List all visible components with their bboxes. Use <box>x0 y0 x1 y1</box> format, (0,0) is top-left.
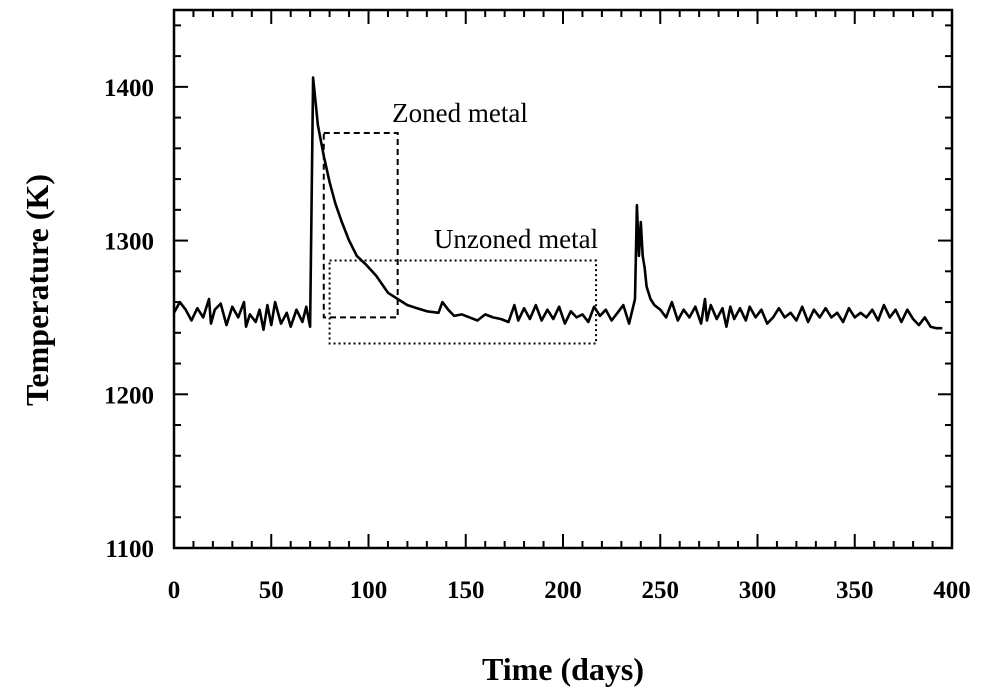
tick-labels: 0 50 100 150 200 250 300 350 400 1100 1200 1300 1400 <box>104 75 971 604</box>
x-tick-label: 400 <box>933 577 971 604</box>
x-tick-label: 0 <box>168 577 181 604</box>
data-lines <box>174 78 942 330</box>
x-tick-label: 150 <box>447 577 485 604</box>
x-tick-label: 50 <box>259 577 284 604</box>
x-tick-label: 100 <box>350 577 388 604</box>
x-tick-label: 250 <box>642 577 680 604</box>
y-tick-label: 1200 <box>104 382 154 409</box>
axis-ticks <box>174 10 952 548</box>
temperature-series-line <box>174 78 942 330</box>
x-tick-label: 350 <box>836 577 874 604</box>
x-axis-title: Time (days) <box>482 651 644 687</box>
y-tick-label: 1400 <box>104 75 154 102</box>
unzoned-metal-box <box>330 261 596 344</box>
annotations: Zoned metal Unzoned metal <box>324 98 598 344</box>
x-tick-label: 200 <box>544 577 582 604</box>
y-tick-label: 1300 <box>104 229 154 256</box>
y-axis-title: Temperature (K) <box>19 174 55 406</box>
plot-frame <box>174 10 952 548</box>
zoned-metal-label: Zoned metal <box>392 98 528 128</box>
x-tick-label: 300 <box>739 577 777 604</box>
y-tick-label: 1100 <box>105 536 154 563</box>
unzoned-metal-label: Unzoned metal <box>434 224 598 254</box>
